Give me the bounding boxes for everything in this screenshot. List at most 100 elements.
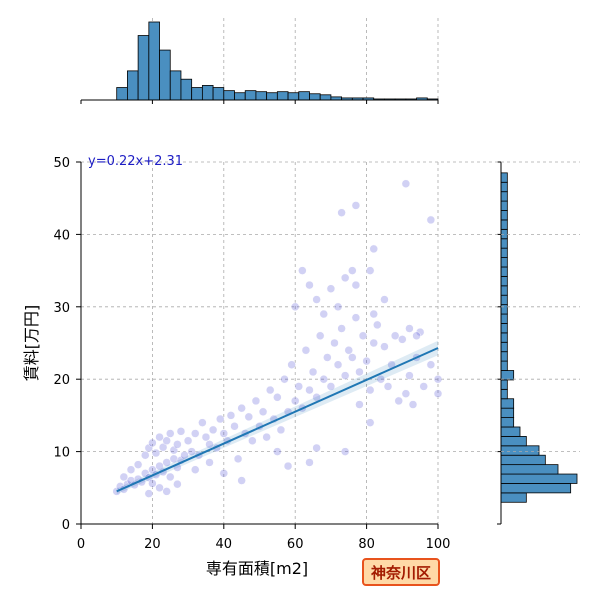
scatter-point	[315, 331, 325, 341]
scatter-point	[169, 454, 179, 464]
scatter-point	[248, 436, 257, 445]
scatter-point	[230, 422, 239, 431]
scatter-point	[348, 353, 357, 362]
scatter-point	[405, 324, 414, 333]
scatter-point	[176, 427, 186, 436]
scatter-point	[380, 295, 389, 304]
scatter-point	[287, 360, 296, 369]
x-tick-label: 60	[287, 537, 304, 552]
scatter-point	[158, 443, 168, 452]
scatter-point	[144, 443, 154, 453]
x-hist-bar	[266, 92, 278, 101]
scatter-point	[119, 472, 129, 482]
y-tick-label: 10	[53, 446, 70, 461]
y-hist-bar	[500, 332, 508, 343]
scatter-point	[351, 201, 361, 210]
scatter-point	[369, 338, 378, 348]
scatter-point	[376, 374, 386, 384]
x-hist-bar	[212, 87, 225, 101]
y-hist-bar	[500, 266, 508, 277]
scatter-point	[219, 429, 229, 438]
scatter-point	[298, 266, 307, 275]
scatter-point	[340, 447, 350, 456]
x-hist-bar	[255, 91, 268, 101]
scatter-point	[215, 414, 225, 424]
scatter-point	[355, 367, 364, 377]
scatter-point	[333, 360, 343, 369]
y-hist-bar	[500, 435, 527, 447]
scatter-point	[419, 382, 428, 391]
scatter-point	[362, 356, 371, 366]
scatter-point	[251, 396, 261, 406]
scatter-point	[408, 400, 418, 409]
y-hist-bar	[500, 191, 508, 202]
scatter-point	[141, 469, 150, 478]
y-hist-bar	[500, 454, 546, 466]
x-hist-bar	[180, 78, 193, 101]
scatter-point	[148, 479, 157, 488]
scatter-point	[126, 465, 136, 474]
scatter-point	[351, 313, 361, 322]
x-hist-bar	[127, 70, 139, 101]
x-tick-label: 80	[358, 537, 375, 552]
scatter-point	[319, 374, 329, 384]
scatter-point	[276, 425, 286, 435]
scatter-point	[205, 458, 214, 467]
y-tick-label: 0	[62, 518, 70, 533]
scatter-point	[433, 389, 443, 398]
scatter-point	[326, 284, 336, 293]
scatter-point	[337, 324, 346, 333]
scatter-point	[412, 331, 421, 341]
scatter-point	[394, 396, 403, 406]
scatter-point	[258, 407, 268, 417]
x-hist-bar	[276, 91, 289, 101]
grid-lines	[81, 161, 580, 524]
y-hist-bar	[500, 379, 508, 390]
x-tick-label: 20	[144, 537, 161, 552]
scatter-point	[340, 273, 350, 283]
scatter-point	[141, 450, 150, 460]
y-tick-label: 20	[53, 373, 70, 388]
y-hist-bar	[500, 304, 508, 315]
x-hist-bar	[137, 35, 150, 101]
y-hist-bar	[500, 219, 508, 230]
x-hist-bar	[223, 90, 235, 101]
scatter-point	[373, 320, 382, 330]
x-hist-bar	[287, 92, 300, 101]
scatter-point	[405, 371, 414, 380]
scatter-point	[415, 327, 425, 337]
scatter-point	[337, 208, 346, 217]
scatter-point	[219, 469, 229, 478]
scatter-point	[426, 360, 436, 369]
x-tick-label: 40	[216, 537, 233, 552]
scatter-point	[226, 411, 236, 420]
y-hist-bar	[500, 398, 515, 409]
scatter-point	[426, 215, 436, 225]
scatter-point	[301, 345, 311, 355]
regression-line-group	[116, 340, 439, 495]
y-hist-bar	[500, 370, 515, 381]
scatter-point	[294, 382, 304, 391]
scatter-point	[273, 393, 282, 402]
x-hist-bar	[298, 91, 310, 101]
scatter-point	[365, 385, 375, 395]
y-hist-bar	[500, 285, 508, 296]
y-hist-bar	[500, 483, 572, 494]
scatter-point	[148, 438, 157, 448]
scatter-point	[355, 400, 364, 409]
y-hist-bar	[500, 257, 508, 268]
y-hist-bar	[500, 238, 508, 249]
scatter-point	[148, 465, 157, 474]
x-hist-bar	[159, 49, 171, 101]
y-tick-label: 40	[53, 228, 70, 243]
scatter-point	[380, 342, 389, 351]
y-axis-label: 賃料[万円]	[22, 305, 41, 382]
scatter-point	[280, 374, 289, 384]
y-hist-bar	[500, 341, 508, 353]
axes: 0 20 40 60 80 100 0 10 20 30 40 50	[53, 156, 450, 552]
x-hist-bar	[148, 21, 160, 101]
x-tick-label: 100	[426, 537, 451, 552]
x-marginal-histogram	[80, 18, 439, 104]
regression-equation: y=0.22x+2.31	[88, 154, 183, 169]
y-hist-bar	[500, 492, 527, 503]
